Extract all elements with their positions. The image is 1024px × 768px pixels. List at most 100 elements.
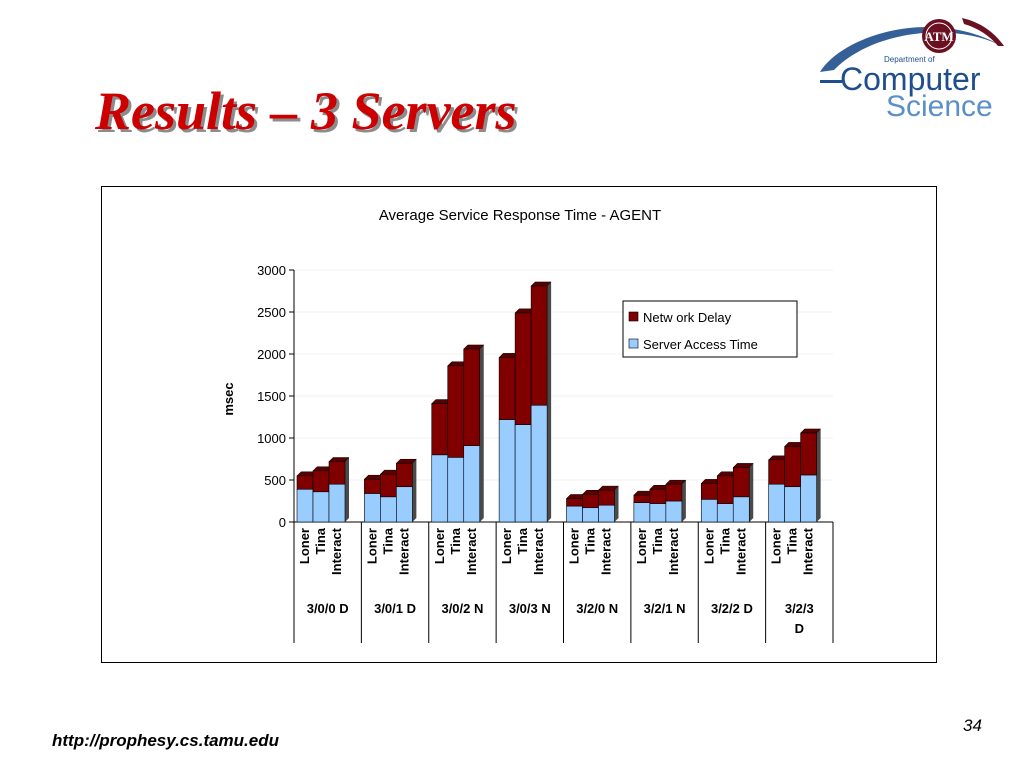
- x-category-label: Interact: [329, 527, 344, 575]
- y-tick-label: 1500: [257, 389, 286, 404]
- bar-server-access-time: [364, 493, 381, 523]
- x-category-label: Tina: [448, 527, 463, 554]
- x-category-label: Tina: [785, 527, 800, 554]
- bar-server-access-time: [498, 419, 516, 523]
- x-category-label: Tina: [515, 527, 530, 554]
- bar-server-access-time: [665, 500, 683, 523]
- x-category-label: Interact: [464, 527, 479, 575]
- x-category-label: Interact: [733, 527, 748, 575]
- bar-server-access-time: [700, 499, 718, 523]
- cs-department-logo: ATM Department of Computer Science: [820, 18, 1004, 123]
- bar-server-access-time: [312, 491, 330, 523]
- x-category-label: Loner: [701, 528, 716, 564]
- bar-network-delay: [732, 467, 750, 498]
- y-tick-label: 1000: [257, 431, 286, 446]
- bar-server-access-time: [598, 504, 615, 523]
- x-category-label: Tina: [380, 527, 395, 554]
- bar-network-delay: [784, 446, 801, 488]
- y-tick-label: 2500: [257, 305, 286, 320]
- legend-box: [622, 300, 798, 358]
- bar-network-delay: [716, 475, 734, 504]
- bar-network-delay: [380, 473, 397, 498]
- chart-title: Average Service Response Time - AGENT: [379, 207, 661, 224]
- bar-network-delay: [396, 462, 413, 488]
- x-group-label-line2: D: [795, 621, 804, 636]
- x-group-label: 3/2/2 D: [711, 601, 753, 616]
- bar-server-access-time: [582, 507, 599, 523]
- bar-side: [816, 428, 821, 522]
- x-group-label: 3/2/0 N: [576, 601, 618, 616]
- bar-network-delay: [463, 348, 481, 446]
- chart-frame: Average Service Response Time - AGENT ms…: [101, 186, 937, 663]
- x-category-label: Tina: [313, 527, 328, 554]
- bar-side: [412, 459, 417, 522]
- bar-server-access-time: [784, 486, 801, 523]
- x-category-label: Tina: [650, 527, 665, 554]
- x-group-label: 3/0/0 D: [307, 601, 349, 616]
- svg-text:ATM: ATM: [924, 29, 953, 44]
- bar-server-access-time: [530, 404, 548, 523]
- bar-side: [345, 457, 349, 522]
- legend-label: Netw ork Delay: [643, 310, 732, 325]
- legend-swatch: [628, 338, 639, 349]
- x-category-label: Interact: [666, 527, 681, 575]
- x-category-label: Loner: [432, 528, 447, 564]
- bar-side: [547, 281, 552, 522]
- bar-network-delay: [649, 488, 667, 504]
- x-category-label: Loner: [567, 528, 582, 564]
- y-tick-label: 3000: [257, 263, 286, 278]
- bar-network-delay: [582, 493, 599, 509]
- page-number: 34: [963, 716, 982, 735]
- svg-text:Computer: Computer: [840, 61, 981, 97]
- slide-title: Results – 3 Servers: [95, 81, 517, 141]
- bar-side: [749, 463, 754, 522]
- bar-network-delay: [514, 312, 532, 425]
- bar-server-access-time: [732, 496, 750, 523]
- bar-network-delay: [800, 432, 817, 476]
- bar-network-delay: [328, 461, 346, 485]
- x-group-label: 3/2/1 N: [644, 601, 686, 616]
- bar-server-access-time: [296, 488, 314, 523]
- bar-network-delay: [530, 285, 548, 406]
- bar-server-access-time: [514, 424, 532, 523]
- bar-server-access-time: [566, 505, 583, 523]
- bar-network-delay: [498, 357, 516, 420]
- bar-server-access-time: [800, 474, 817, 523]
- bar-server-access-time: [716, 503, 734, 523]
- bar-network-delay: [665, 483, 683, 502]
- bar-network-delay: [768, 459, 785, 485]
- y-axis-label: msec: [221, 382, 236, 415]
- bar-server-access-time: [633, 502, 651, 523]
- x-category-label: Interact: [531, 527, 546, 575]
- atm-seal: [922, 19, 956, 53]
- svg-text:Department of: Department of: [884, 55, 935, 64]
- bar-network-delay: [364, 478, 381, 494]
- bar-network-delay: [312, 470, 330, 493]
- x-group-label: 3/0/2 N: [441, 601, 483, 616]
- chart-legend: Netw ork Delay Server Access Time: [622, 300, 798, 358]
- bar-server-access-time: [768, 483, 785, 523]
- x-category-label: Loner: [499, 528, 514, 564]
- x-category-label: Loner: [297, 528, 312, 564]
- x-category-label: Interact: [801, 527, 816, 575]
- svg-text:Science: Science: [886, 90, 993, 123]
- x-category-label: Tina: [717, 527, 732, 554]
- bar-server-access-time: [463, 445, 481, 523]
- bar-network-delay: [633, 494, 651, 503]
- x-category-label: Interact: [396, 527, 411, 575]
- bar-side: [614, 486, 619, 522]
- bar-server-access-time: [447, 457, 465, 523]
- legend-label: Server Access Time: [643, 337, 758, 352]
- x-category-label: Interact: [599, 527, 614, 575]
- bar-network-delay: [566, 498, 583, 507]
- bar-server-access-time: [649, 503, 667, 523]
- x-category-label: Loner: [634, 528, 649, 564]
- footer-url[interactable]: http://prophesy.cs.tamu.edu: [52, 731, 280, 750]
- x-category-label: Tina: [583, 527, 598, 554]
- bar-server-access-time: [431, 454, 449, 523]
- stacked-bar-chart: Average Service Response Time - AGENT ms…: [221, 207, 834, 643]
- bar-side: [479, 344, 484, 522]
- bar-network-delay: [700, 483, 718, 500]
- x-group-label: 3/0/3 N: [509, 601, 551, 616]
- bar-side: [681, 480, 686, 522]
